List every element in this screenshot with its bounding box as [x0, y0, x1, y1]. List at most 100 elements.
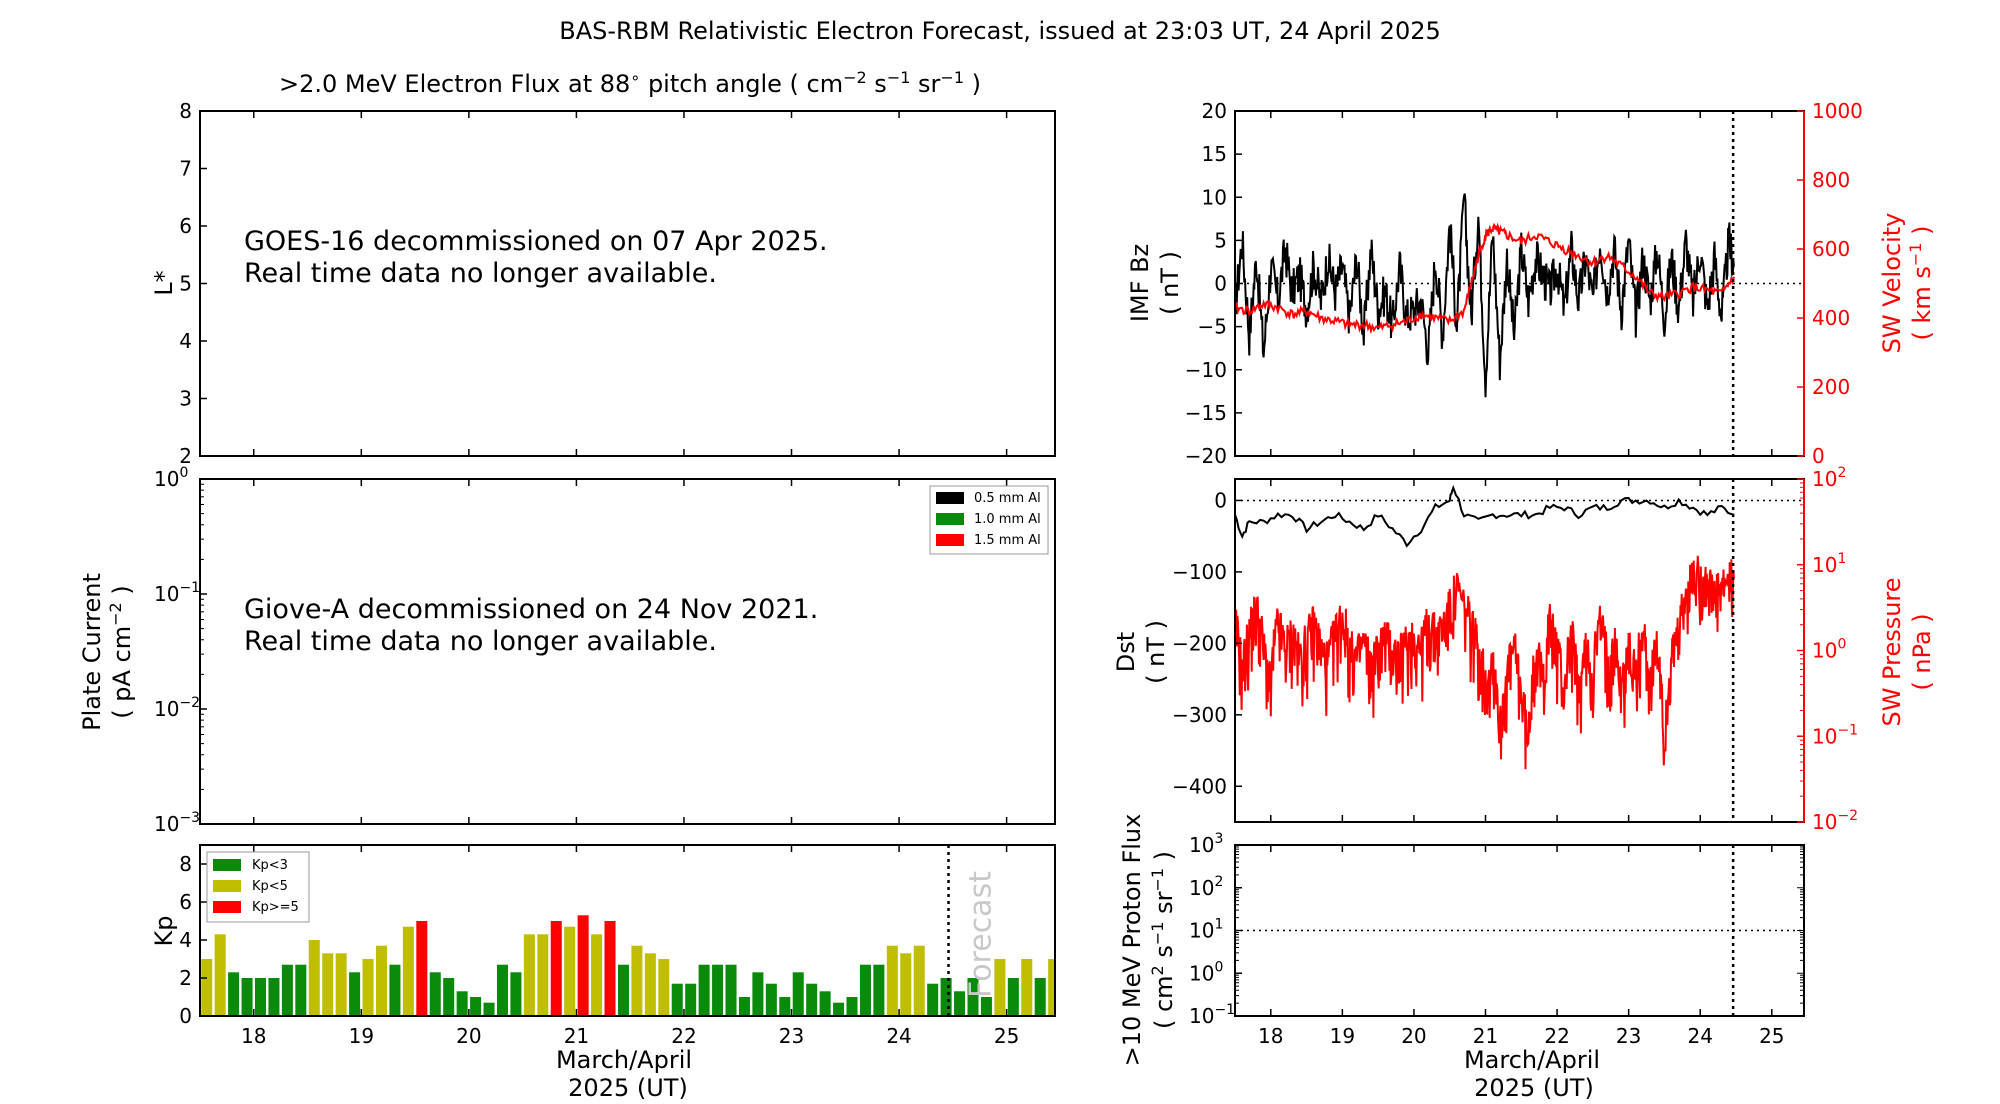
kp-bar [886, 945, 898, 1016]
kp-bar [765, 983, 777, 1016]
sw-pressure-label-line1: SW Pressure [1878, 577, 1906, 726]
kp-bar [1048, 959, 1055, 1016]
kp-x-tick-label: 19 [349, 1024, 374, 1048]
kp-legend-swatch-2 [213, 901, 241, 913]
proton-y-tick-label: 10−1 [1189, 1002, 1235, 1028]
imf-y-tick-label: −15 [1185, 401, 1227, 425]
sw-velocity-y-tick-label: 200 [1812, 375, 1850, 399]
plate-y-label-line1: Plate Current [78, 573, 106, 731]
kp-bar [846, 997, 858, 1016]
kp-bar [671, 983, 683, 1016]
proton-x-tick-label: 25 [1759, 1024, 1784, 1048]
kp-y-tick-label: 2 [179, 966, 192, 990]
kp-x-tick-label: 23 [779, 1024, 804, 1048]
dst-y-axis-right: 10−2 10−1 100 101 102 [1797, 465, 1858, 834]
kp-legend-swatch-1 [213, 880, 241, 892]
flux-y-label: L* [150, 270, 178, 295]
dst-y-tick-label: −100 [1172, 560, 1227, 584]
kp-bar [416, 921, 428, 1016]
plate-panel: 10−3 10−2 10−1 100 Plate Current ( pA cm−2 … [78, 465, 1056, 836]
kp-bar [523, 934, 535, 1016]
imf-y-tick-label: 15 [1202, 142, 1227, 166]
flux-x-axis [253, 111, 1008, 456]
proton-y-tick-label: 100 [1189, 959, 1223, 985]
kp-y-tick-label: 0 [179, 1004, 192, 1028]
dst-y-tick-label: −400 [1172, 774, 1227, 798]
kp-bar [470, 997, 482, 1016]
proton-y-label-line1: >10 MeV Proton Flux [1118, 814, 1146, 1067]
kp-bar [483, 1002, 495, 1016]
kp-bar [806, 983, 818, 1016]
kp-x-tick-label: 20 [456, 1024, 481, 1048]
sw-velocity-label-line2: ( km s−1 ) [1906, 226, 1936, 341]
proton-x-tick-label: 21 [1473, 1024, 1498, 1048]
kp-bar [349, 972, 361, 1016]
kp-bar [779, 997, 791, 1016]
imf-y-tick-label: 0 [1214, 272, 1227, 296]
proton-panel: 10−1 100 101 102 103 18 19 20 21 22 23 24 25 >10 Me… [1118, 814, 1805, 1102]
plate-legend-label-2: 1.5 mm Al [974, 533, 1041, 548]
dst-y-label-line1: Dst [1112, 632, 1140, 672]
kp-bar [510, 972, 522, 1016]
kp-legend-swatch-0 [213, 859, 241, 871]
kp-bar [268, 978, 280, 1016]
kp-y-label: Kp [150, 916, 178, 947]
plate-y-tick-label: 10−2 [154, 695, 200, 721]
kp-bar [859, 964, 871, 1016]
kp-bar [658, 959, 670, 1016]
dst-x-axis [1270, 479, 1773, 822]
kp-bar [792, 972, 804, 1016]
sw-velocity-y-tick-label: 800 [1812, 168, 1850, 192]
kp-bar [591, 934, 603, 1016]
kp-bar [900, 953, 912, 1016]
proton-y-axis: 10−1 100 101 102 103 [1189, 831, 1804, 1028]
kp-x-tick-label: 25 [994, 1024, 1019, 1048]
dst-y-axis-left: −400 −300 −200 −100 0 [1172, 488, 1242, 798]
kp-bar [228, 972, 240, 1016]
kp-bar [281, 964, 293, 1016]
proton-x-tick-label: 22 [1544, 1024, 1569, 1048]
plate-legend: 0.5 mm Al 1.0 mm Al 1.5 mm Al [929, 485, 1049, 555]
kp-bar [685, 983, 697, 1016]
kp-x-label-line1: March/April [556, 1046, 692, 1074]
proton-x-tick-label: 18 [1258, 1024, 1283, 1048]
kp-bar [214, 934, 226, 1016]
kp-bar [564, 926, 576, 1016]
flux-y-tick-label: 6 [179, 214, 192, 238]
proton-x-tick-label: 23 [1616, 1024, 1641, 1048]
kp-bar [631, 945, 643, 1016]
dst-y-tick-label: 0 [1214, 488, 1227, 512]
plate-message-line1: Giove-A decommissioned on 24 Nov 2021. [244, 594, 818, 625]
imf-y-tick-label: −10 [1185, 358, 1227, 382]
flux-y-axis: 2 3 4 5 6 7 8 [179, 99, 207, 468]
kp-legend-label-2: Kp>=5 [252, 900, 299, 915]
kp-bar [322, 953, 334, 1016]
flux-y-tick-label: 3 [179, 387, 192, 411]
imf-y-label-line1: IMF Bz [1126, 244, 1154, 322]
sw-velocity-series [1235, 222, 1735, 335]
sw-pressure-series [1235, 555, 1735, 770]
imf-y-tick-label: −20 [1185, 444, 1227, 468]
kp-bar [241, 978, 253, 1016]
sw-velocity-y-tick-label: 600 [1812, 237, 1850, 261]
kp-bar [698, 964, 710, 1016]
kp-legend-label-1: Kp<5 [252, 879, 288, 894]
kp-bar [308, 940, 320, 1016]
flux-y-tick-label: 4 [179, 329, 192, 353]
plate-y-axis: 10−3 10−2 10−1 100 [154, 465, 207, 836]
kp-bar [295, 964, 307, 1016]
kp-bar [927, 983, 939, 1016]
proton-x-label-line1: March/April [1464, 1046, 1600, 1074]
plate-plot-frame [199, 478, 1056, 825]
flux-y-tick-label: 5 [179, 272, 192, 296]
plate-legend-label-0: 0.5 mm Al [974, 491, 1041, 506]
proton-y-tick-label: 102 [1189, 874, 1223, 900]
imf-y-tick-label: 5 [1214, 228, 1227, 252]
kp-bar [644, 953, 656, 1016]
kp-bar [752, 972, 764, 1016]
plate-legend-swatch-2 [936, 534, 964, 546]
proton-y-tick-label: 101 [1189, 917, 1223, 943]
sw-pressure-y-tick-label: 101 [1812, 551, 1846, 577]
